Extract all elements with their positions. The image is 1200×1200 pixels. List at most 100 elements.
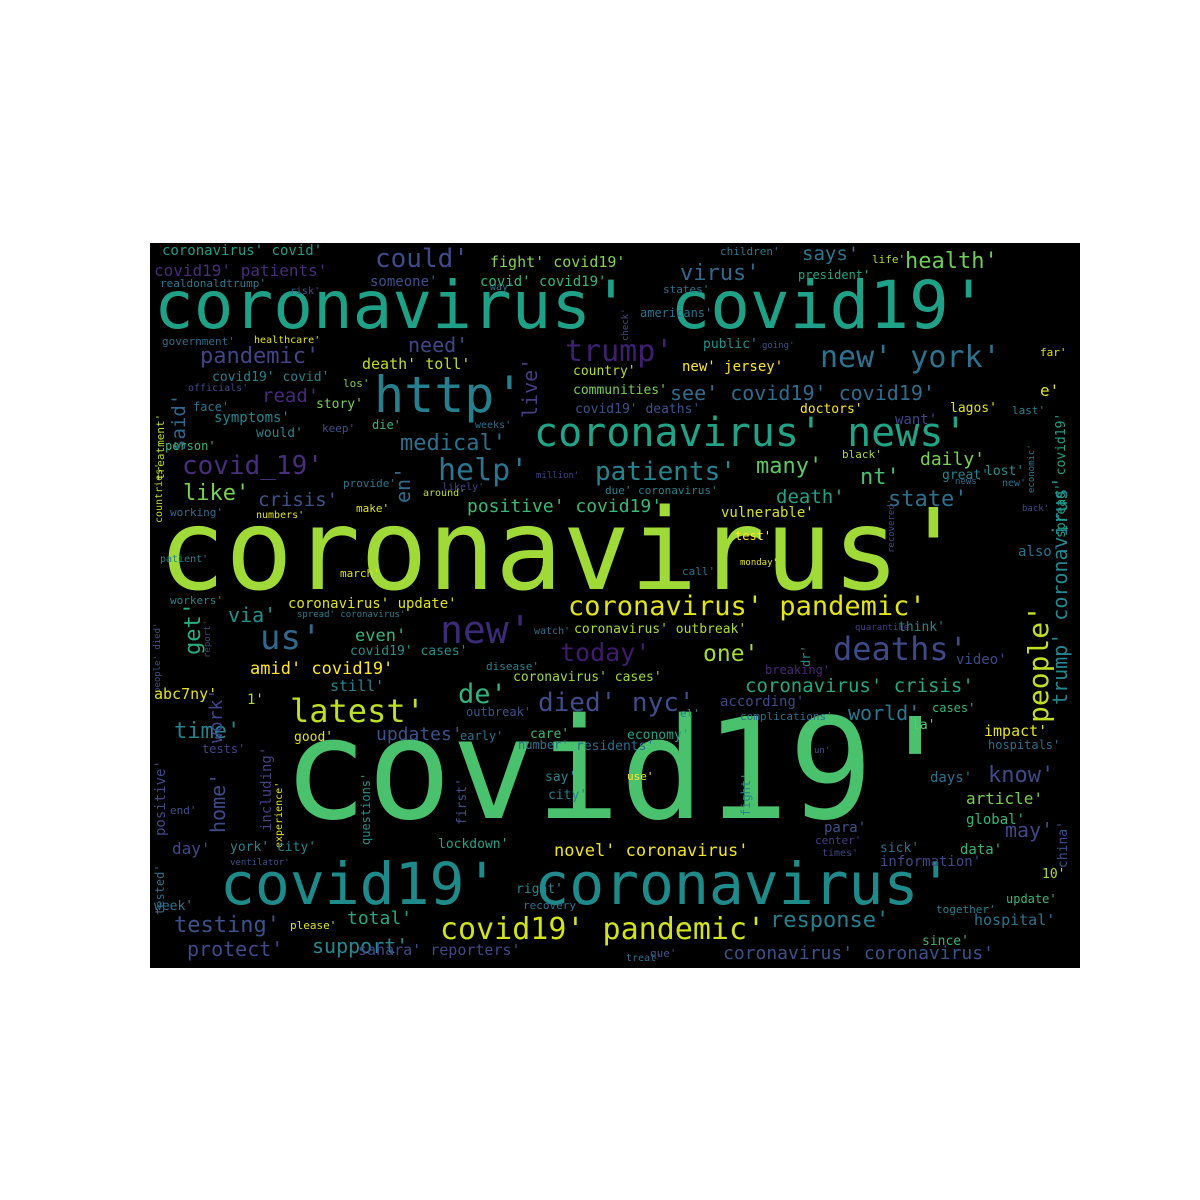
word: new' xyxy=(440,608,532,652)
word: way' xyxy=(490,282,515,293)
word: global' xyxy=(966,812,1026,828)
word: check' xyxy=(621,308,631,341)
word: 10' xyxy=(1042,867,1066,882)
word: covid19' pandemic' xyxy=(440,912,766,947)
word: according' xyxy=(720,694,805,710)
word: fight' xyxy=(739,772,753,816)
word: recovery' xyxy=(523,899,583,912)
word-cloud: coronavirus' covid19' coronavirus' covid… xyxy=(150,243,1080,968)
word: provide' xyxy=(343,477,396,490)
word: together' xyxy=(936,903,996,916)
word: fight' covid19' xyxy=(490,253,626,271)
word: covid19' coronavirus' xyxy=(220,850,954,918)
word: el' xyxy=(680,707,700,720)
word: states' xyxy=(663,283,710,296)
word: americans' xyxy=(640,306,713,320)
word: covid' covid19' xyxy=(480,274,607,290)
word: numbers' xyxy=(256,510,305,521)
word: tests' xyxy=(202,742,246,756)
word: latest' xyxy=(290,692,425,730)
word: working' xyxy=(170,506,223,519)
word: far' xyxy=(1040,346,1067,359)
word: since' xyxy=(922,934,969,949)
word: abc7ny' xyxy=(154,685,218,703)
word: president' xyxy=(798,268,871,282)
word: may' xyxy=(1005,818,1054,842)
word: de' xyxy=(458,679,507,710)
word: que' xyxy=(650,947,677,960)
word: hospitals' xyxy=(988,738,1061,752)
word: days' xyxy=(930,770,973,786)
word: even' xyxy=(355,626,407,646)
word: risk' xyxy=(290,286,321,297)
word: lost' xyxy=(985,464,1025,479)
word: quarantine' xyxy=(855,623,915,633)
word: pandemic' xyxy=(200,344,320,369)
word: last' xyxy=(1012,404,1046,417)
word: care' xyxy=(530,727,570,742)
word: back' xyxy=(1022,504,1050,514)
word: coronavirus' pandemic' xyxy=(568,591,926,622)
word: outbreak' xyxy=(466,705,532,719)
word: think' xyxy=(898,620,945,635)
word: recovered' xyxy=(887,498,897,553)
word: city' xyxy=(548,788,588,803)
word: many' xyxy=(756,454,823,479)
word: los' xyxy=(343,377,370,390)
word: read' xyxy=(262,385,320,407)
word: ventilator' xyxy=(230,858,290,868)
word: patient' xyxy=(160,554,209,565)
word: doctors' xyxy=(800,402,863,417)
word: countries' xyxy=(154,462,165,523)
word: coronavirus' update' xyxy=(288,596,457,612)
word: life' xyxy=(872,253,906,266)
word: death' xyxy=(776,486,845,508)
word: call' xyxy=(682,565,716,578)
word: million' xyxy=(536,471,580,481)
word: good' xyxy=(294,730,334,745)
word: covid19' deaths' xyxy=(575,402,701,417)
word: coronavirus' coronavirus' xyxy=(723,943,994,964)
word: world' xyxy=(848,701,921,725)
word: also' xyxy=(1018,544,1061,560)
word: workers' xyxy=(170,594,223,607)
word: use' xyxy=(627,770,654,783)
word: healthcare' xyxy=(254,335,321,346)
word: realdonaldtrump' xyxy=(160,277,266,290)
word: new' xyxy=(1002,478,1027,489)
word: covid19' covid' xyxy=(212,370,330,385)
word: response' xyxy=(770,908,890,933)
word: nt' xyxy=(860,465,900,490)
word: number' xyxy=(518,738,569,752)
word: us' xyxy=(260,618,322,658)
word: see' covid19' covid19' xyxy=(670,381,935,405)
word: today' xyxy=(560,638,651,667)
word: face' xyxy=(193,400,230,414)
word: coronavirus' news' xyxy=(534,410,968,456)
word: great' xyxy=(942,468,989,483)
word: communities' xyxy=(573,383,667,398)
word: daily' xyxy=(920,449,986,470)
word: symptoms' xyxy=(214,410,290,426)
word: one' xyxy=(703,641,759,667)
word: person' xyxy=(165,439,216,453)
word: report' xyxy=(203,620,213,658)
word: sahara' reporters' xyxy=(358,941,521,959)
word: country' xyxy=(573,364,636,379)
word: coronavirus' cases' xyxy=(513,670,662,685)
word: would' xyxy=(256,426,303,441)
word: live' xyxy=(518,357,542,418)
word: questions' xyxy=(359,772,373,845)
word: died' nyc' xyxy=(538,688,695,718)
word: york' city' xyxy=(230,840,317,855)
word: un' xyxy=(814,746,831,756)
word: someone' xyxy=(370,274,438,290)
word: disease' xyxy=(486,660,539,673)
word: including' xyxy=(259,746,275,831)
word: times' xyxy=(822,848,859,859)
word: hospital' xyxy=(974,911,1056,929)
word: la' xyxy=(912,718,936,733)
word: economy' xyxy=(627,728,690,743)
word: day' xyxy=(172,839,211,858)
word: data' xyxy=(960,842,1003,858)
